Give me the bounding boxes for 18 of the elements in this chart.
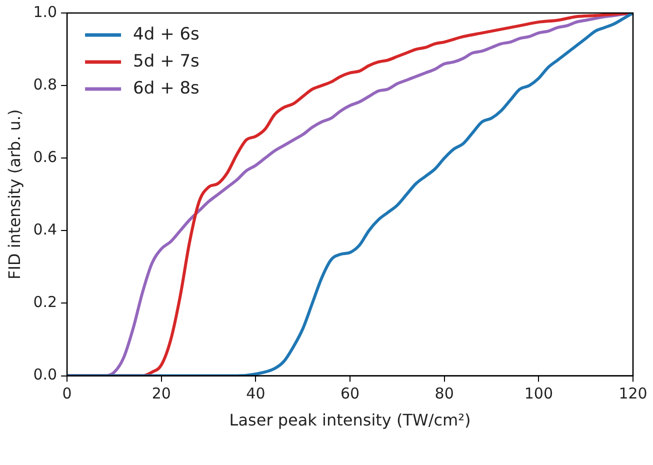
y-axis-title: FID intensity (arb. u.) bbox=[4, 109, 24, 280]
x-tick-label: 40 bbox=[246, 384, 266, 403]
x-tick-label: 100 bbox=[524, 384, 553, 403]
x-tick-label: 80 bbox=[434, 384, 454, 403]
y-tick-label: 1.0 bbox=[33, 2, 58, 21]
legend-label: 6d + 8s bbox=[133, 78, 200, 98]
x-tick-label: 20 bbox=[152, 384, 171, 403]
legend-label: 5d + 7s bbox=[133, 51, 200, 72]
x-axis-title: Laser peak intensity (TW/cm²) bbox=[229, 410, 471, 430]
y-tick-label: 0.8 bbox=[33, 75, 58, 94]
y-tick-label: 0.2 bbox=[33, 293, 58, 312]
y-tick-label: 0.0 bbox=[33, 366, 58, 384]
x-tick-label: 120 bbox=[618, 384, 648, 403]
x-tick-label: 0 bbox=[62, 384, 72, 403]
legend-label: 4d + 6s bbox=[133, 24, 200, 44]
y-tick-label: 0.4 bbox=[33, 220, 58, 239]
y-tick-label: 0.6 bbox=[33, 148, 58, 166]
x-tick-label: 60 bbox=[340, 384, 360, 403]
